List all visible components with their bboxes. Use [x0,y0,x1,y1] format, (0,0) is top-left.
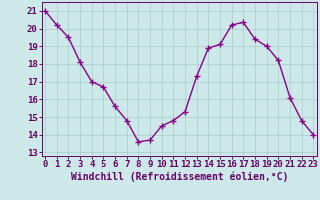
X-axis label: Windchill (Refroidissement éolien,°C): Windchill (Refroidissement éolien,°C) [70,172,288,182]
